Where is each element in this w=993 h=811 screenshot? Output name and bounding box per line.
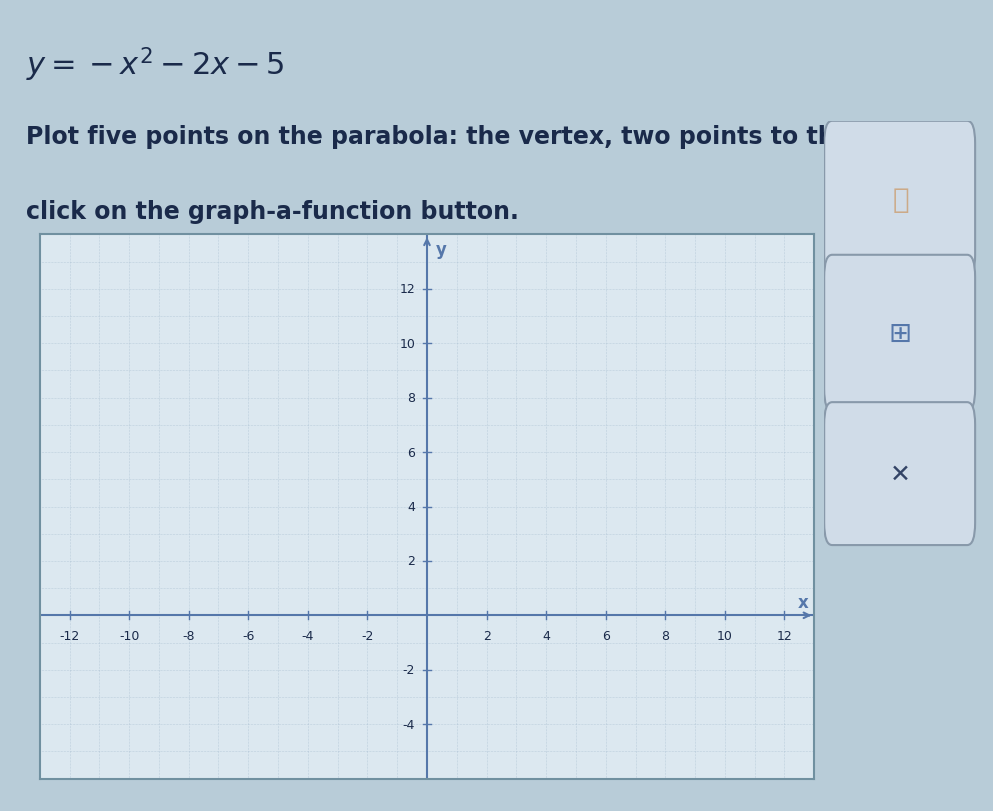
Text: Plot five points on the parabola: the vertex, two points to the left: Plot five points on the parabola: the ve… <box>26 125 905 149</box>
Text: y: y <box>436 241 447 259</box>
Text: click on the graph-a-function button.: click on the graph-a-function button. <box>26 200 519 224</box>
Text: -12: -12 <box>60 629 79 642</box>
Text: -10: -10 <box>119 629 139 642</box>
Text: ✕: ✕ <box>890 462 911 486</box>
Text: x: x <box>797 594 808 611</box>
Text: -2: -2 <box>361 629 373 642</box>
Text: 10: 10 <box>717 629 733 642</box>
Text: -8: -8 <box>183 629 195 642</box>
Text: 6: 6 <box>407 446 415 459</box>
Text: ⬜: ⬜ <box>892 186 909 213</box>
Text: ⊞: ⊞ <box>889 320 913 347</box>
Text: 2: 2 <box>483 629 491 642</box>
Text: 2: 2 <box>407 555 415 568</box>
Text: -4: -4 <box>403 718 415 731</box>
Text: -6: -6 <box>242 629 254 642</box>
Text: 8: 8 <box>661 629 669 642</box>
FancyBboxPatch shape <box>824 122 975 277</box>
Text: 10: 10 <box>399 337 415 350</box>
FancyBboxPatch shape <box>824 402 975 545</box>
Text: -2: -2 <box>403 663 415 676</box>
Text: 8: 8 <box>407 392 415 405</box>
Text: 12: 12 <box>399 283 415 296</box>
Text: 4: 4 <box>407 500 415 513</box>
Text: 12: 12 <box>777 629 792 642</box>
Text: $y = -x^2 - 2x - 5$: $y = -x^2 - 2x - 5$ <box>26 45 285 84</box>
Text: 4: 4 <box>542 629 550 642</box>
Text: -4: -4 <box>302 629 314 642</box>
FancyBboxPatch shape <box>824 255 975 411</box>
Text: 6: 6 <box>602 629 610 642</box>
